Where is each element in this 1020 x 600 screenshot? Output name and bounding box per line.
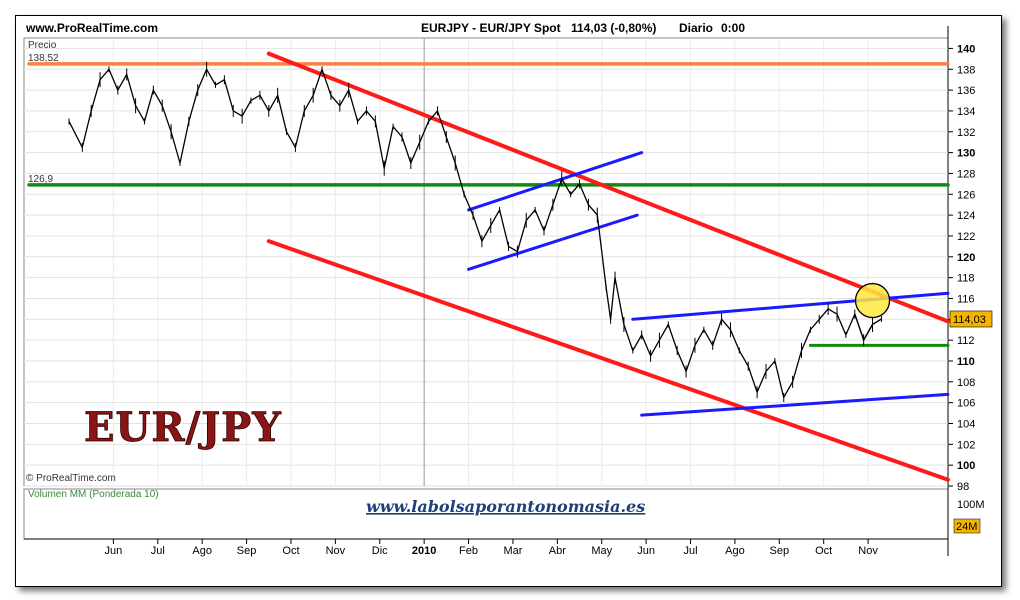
x-tick-label: Dic — [372, 545, 388, 557]
x-tick-label: Jul — [151, 545, 165, 557]
x-tick-label: Sep — [770, 545, 790, 557]
price-line-tail — [854, 313, 882, 342]
trend-line — [467, 151, 644, 212]
y-tick-label: 136 — [957, 85, 975, 97]
grid — [23, 26, 949, 556]
price-chart: 9810010210410610811011211411611812012212… — [23, 26, 993, 557]
trend-line — [266, 51, 950, 324]
y-tick-label: 132 — [957, 127, 975, 139]
y-tick-label: 104 — [957, 418, 975, 430]
labels: Precio © ProRealTime.com Volumen MM (Pon… — [26, 40, 645, 516]
volume-last-label: 24M — [956, 521, 977, 533]
x-tick-label: Jun — [637, 545, 655, 557]
x-tick-label: Nov — [326, 545, 346, 557]
website-link[interactable]: www.labolsaporantonomasia.es — [366, 497, 645, 516]
trend-line — [266, 239, 950, 482]
y-tick-label: 118 — [957, 273, 975, 285]
chart-window: www.ProRealTime.com EURJPY - EUR/JPY Spo… — [15, 15, 1002, 587]
y-tick-label: 116 — [957, 293, 975, 305]
x-tick-label: Feb — [459, 545, 478, 557]
x-tick-label: Mar — [503, 545, 522, 557]
trend-line — [467, 213, 639, 271]
level-label: 138,52 — [28, 53, 59, 64]
highlight-circle — [854, 282, 891, 319]
time-label: 0:00 — [721, 21, 746, 35]
price-line — [68, 68, 882, 399]
x-tick-label: May — [591, 545, 612, 557]
y-tick-label: 108 — [957, 377, 975, 389]
instrument-title: EURJPY - EUR/JPY Spot — [421, 21, 561, 35]
x-tick-label: Ago — [192, 545, 212, 557]
level-label: 126,9 — [28, 174, 53, 185]
y-tick-label: 106 — [957, 398, 975, 410]
x-tick-label: Jun — [105, 545, 123, 557]
y-tick-label: 112 — [957, 335, 975, 347]
y-tick-label: 130 — [957, 148, 975, 160]
y-tick-label: 98 — [957, 481, 969, 493]
y-tick-label: 110 — [957, 356, 975, 368]
x-tick-label: Oct — [282, 545, 299, 557]
volume-panel-label: Volumen MM (Ponderada 10) — [28, 489, 159, 500]
current-price: 114,03 (-0,80%) — [571, 21, 657, 35]
x-tick-label: Ago — [725, 545, 745, 557]
price-panel-label: Precio — [28, 40, 57, 51]
copyright-label: © ProRealTime.com — [26, 473, 116, 484]
y-tick-label: 138 — [957, 64, 975, 76]
period-label: Diario — [679, 21, 714, 35]
last-price-box — [949, 310, 993, 328]
price-axis: 9810010210410610811011211411611812012212… — [948, 43, 985, 534]
site-label: www.ProRealTime.com — [26, 21, 159, 35]
brand-text: EUR/JPY — [84, 404, 282, 451]
x-tick-label: Nov — [858, 545, 878, 557]
trend-line — [640, 392, 950, 417]
x-tick-label: Jul — [683, 545, 697, 557]
trend-line — [631, 291, 950, 321]
volume-last-box — [953, 518, 981, 534]
y-tick-label: 122 — [957, 231, 975, 243]
last-price-label: 114,03 — [953, 314, 986, 326]
y-tick-label: 140 — [957, 43, 975, 55]
volume-tick-label: 100M — [957, 499, 985, 511]
y-tick-label: 102 — [957, 439, 975, 451]
price-series — [68, 61, 882, 402]
y-tick-label: 126 — [957, 189, 975, 201]
x-tick-label: Sep — [237, 545, 257, 557]
overlay: 138,52 126,9 114,03 — [28, 53, 993, 342]
x-tick-label: Oct — [815, 545, 832, 557]
trend-lines — [27, 51, 950, 482]
y-tick-label: 124 — [957, 210, 975, 222]
y-tick-label: 128 — [957, 168, 975, 180]
y-tick-label: 120 — [957, 252, 975, 264]
x-tick-label: Abr — [549, 545, 566, 557]
y-tick-label: 100 — [957, 460, 975, 472]
time-axis: Jun Jul Ago Sep Oct Nov Dic 2010 Feb Mar Abr May Jun… — [105, 539, 878, 557]
y-tick-label: 134 — [957, 106, 975, 118]
x-tick-label: 2010 — [412, 545, 436, 557]
